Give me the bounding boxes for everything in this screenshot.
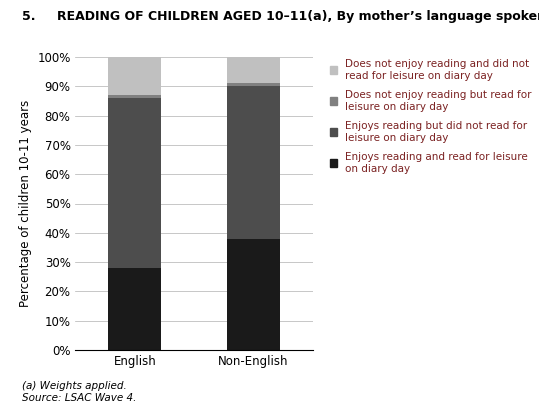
- Bar: [108, 57, 162, 95]
- Bar: [108, 268, 162, 350]
- Bar: [108, 95, 162, 98]
- Legend: Does not enjoy reading and did not
read for leisure on diary day, Does not enjoy: Does not enjoy reading and did not read …: [330, 59, 532, 174]
- Y-axis label: Percentage of children 10-11 years: Percentage of children 10-11 years: [19, 100, 32, 307]
- Bar: [227, 86, 280, 239]
- Bar: [227, 83, 280, 86]
- Bar: [227, 239, 280, 350]
- Text: (a) Weights applied.: (a) Weights applied.: [22, 381, 126, 391]
- Text: Source: LSAC Wave 4.: Source: LSAC Wave 4.: [22, 393, 136, 403]
- Text: 5.: 5.: [22, 10, 35, 23]
- Bar: [108, 98, 162, 268]
- Bar: [227, 57, 280, 83]
- Text: READING OF CHILDREN AGED 10–11(a), By mother’s language spoken at home: READING OF CHILDREN AGED 10–11(a), By mo…: [57, 10, 539, 23]
